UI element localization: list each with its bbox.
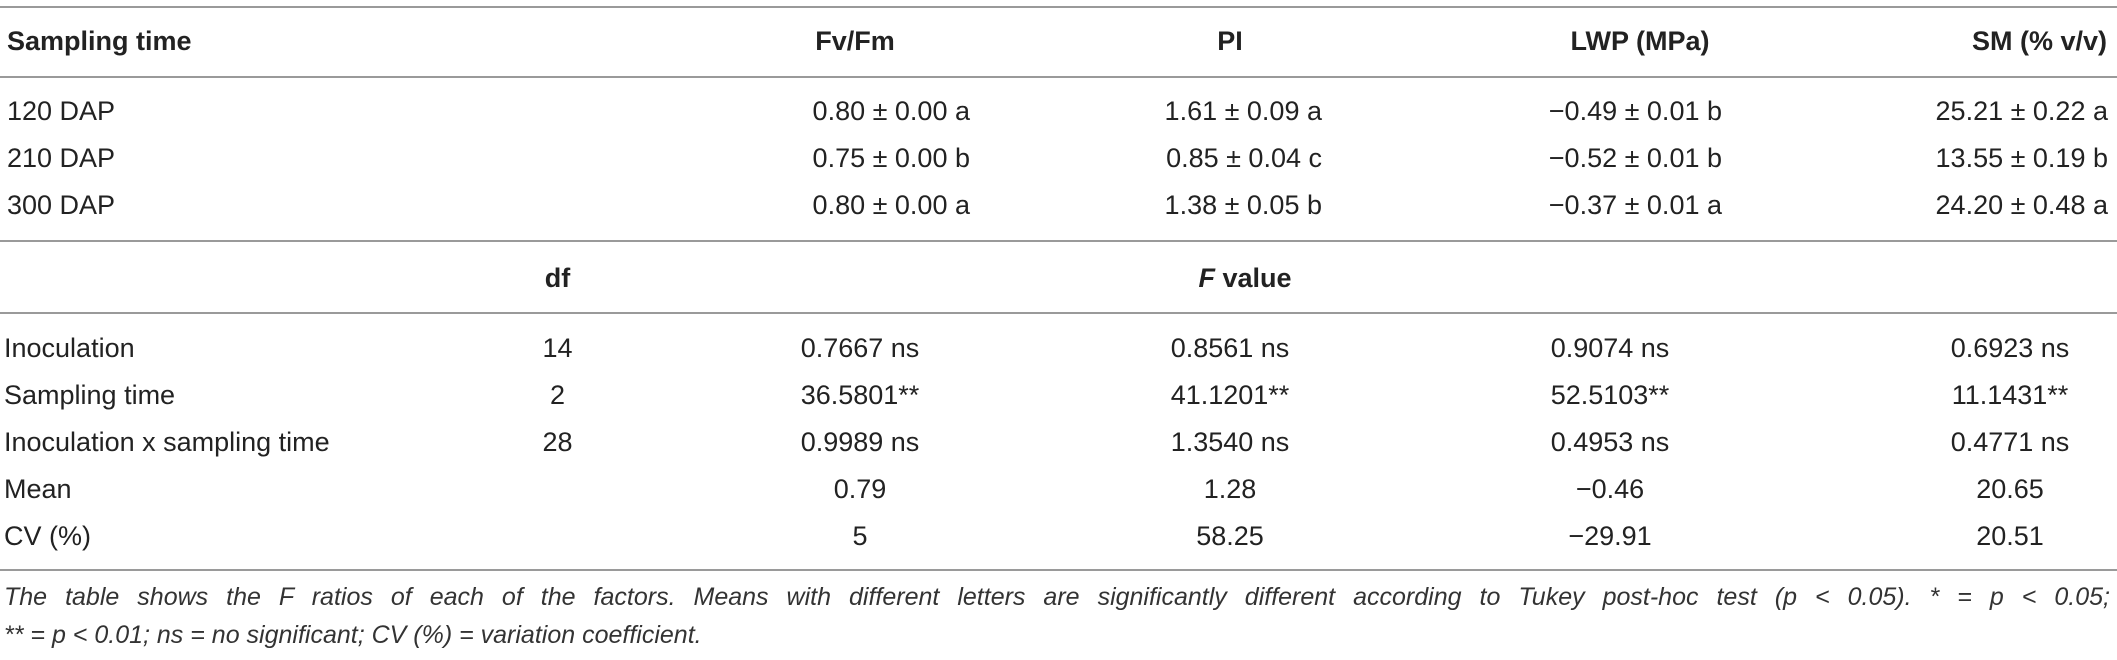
header-df: df <box>544 263 571 293</box>
fvfm-value: 36.5801** <box>800 380 920 410</box>
df-value: 28 <box>542 427 573 457</box>
fvfm-value: 0.80 ± 0.00 a <box>812 190 970 220</box>
table-row: Mean 0.79 1.28 −0.46 20.65 <box>0 467 2117 511</box>
pi-value: 0.8561 ns <box>1170 333 1290 363</box>
pi-value: 1.3540 ns <box>1170 427 1290 457</box>
table-row: Inoculation x sampling time 28 0.9989 ns… <box>0 420 2117 464</box>
pi-value: 58.25 <box>1196 521 1264 551</box>
header-sampling-time: Sampling time <box>7 26 192 56</box>
subheader-rule <box>0 312 2117 314</box>
fvfm-value: 0.75 ± 0.00 b <box>812 143 970 173</box>
pi-value: 1.38 ± 0.05 b <box>1164 190 1322 220</box>
table-top-rule <box>0 6 2117 8</box>
row-label: Inoculation x sampling time <box>4 427 330 457</box>
fvfm-value: 0.79 <box>833 474 887 504</box>
header-f-value: F value <box>1130 256 1360 300</box>
df-value: 14 <box>542 333 573 363</box>
anova-subheader-row: df F value <box>0 256 2117 300</box>
fvfm-value: 0.7667 ns <box>800 333 920 363</box>
table-bottom-rule <box>0 569 2117 571</box>
pi-value: 0.85 ± 0.04 c <box>1166 143 1322 173</box>
table-row: Sampling time 2 36.5801** 41.1201** 52.5… <box>0 373 2117 417</box>
table-row: 300 DAP 0.80 ± 0.00 a 1.38 ± 0.05 b −0.3… <box>0 183 2117 227</box>
fvfm-value: 0.9989 ns <box>800 427 920 457</box>
fvfm-value: 0.80 ± 0.00 a <box>812 96 970 126</box>
sm-value: 0.6923 ns <box>1950 333 2070 363</box>
row-label: 120 DAP <box>7 96 116 126</box>
lwp-value: −0.37 ± 0.01 a <box>1548 190 1722 220</box>
caption-line-2: ** = p < 0.01; ns = no significant; CV (… <box>4 621 702 649</box>
header-sm: SM (% v/v) <box>1971 26 2107 56</box>
header-pi: PI <box>1217 26 1243 56</box>
row-label: Sampling time <box>4 380 176 410</box>
row-label: Mean <box>4 474 72 504</box>
lwp-value: −0.49 ± 0.01 b <box>1548 96 1722 126</box>
row-label: 300 DAP <box>7 190 116 220</box>
f-value-label: value <box>1214 263 1292 293</box>
lwp-value: 0.4953 ns <box>1550 427 1670 457</box>
table-row: CV (%) 5 58.25 −29.91 20.51 <box>0 514 2117 558</box>
table-row: Inoculation 14 0.7667 ns 0.8561 ns 0.907… <box>0 326 2117 370</box>
header-fvfm: Fv/Fm <box>815 26 895 56</box>
pi-value: 1.28 <box>1203 474 1257 504</box>
sm-value: 24.20 ± 0.48 a <box>1935 190 2108 220</box>
table-row: 210 DAP 0.75 ± 0.00 b 0.85 ± 0.04 c −0.5… <box>0 136 2117 180</box>
row-label: 210 DAP <box>7 143 116 173</box>
table-header-row: Sampling time Fv/Fm PI LWP (MPa) SM (% v… <box>0 19 2117 63</box>
lwp-value: −0.46 <box>1575 474 1645 504</box>
df-value <box>490 467 625 511</box>
table-row: 120 DAP 0.80 ± 0.00 a 1.61 ± 0.09 a −0.4… <box>0 89 2117 133</box>
pi-value: 1.61 ± 0.09 a <box>1164 96 1322 126</box>
sm-value: 20.65 <box>1976 474 2044 504</box>
section-rule <box>0 240 2117 242</box>
sm-value: 13.55 ± 0.19 b <box>1935 143 2108 173</box>
lwp-value: −0.52 ± 0.01 b <box>1548 143 1722 173</box>
fvfm-value: 5 <box>852 521 868 551</box>
header-rule <box>0 76 2117 78</box>
lwp-value: 52.5103** <box>1550 380 1670 410</box>
sm-value: 11.1431** <box>1951 380 2069 410</box>
sm-value: 0.4771 ns <box>1950 427 2070 457</box>
row-label: Inoculation <box>4 333 135 363</box>
pi-value: 41.1201** <box>1170 380 1290 410</box>
table-caption: The table shows the F ratios of each of … <box>4 578 2110 654</box>
lwp-value: −29.91 <box>1568 521 1652 551</box>
sm-value: 20.51 <box>1976 521 2044 551</box>
sm-value: 25.21 ± 0.22 a <box>1935 96 2108 126</box>
caption-line-1: The table shows the F ratios of each of … <box>4 583 2110 611</box>
lwp-value: 0.9074 ns <box>1550 333 1670 363</box>
f-italic: F <box>1198 263 1215 293</box>
df-value: 2 <box>549 380 566 410</box>
df-value <box>490 514 625 558</box>
row-label: CV (%) <box>4 521 91 551</box>
header-lwp: LWP (MPa) <box>1570 26 1710 56</box>
